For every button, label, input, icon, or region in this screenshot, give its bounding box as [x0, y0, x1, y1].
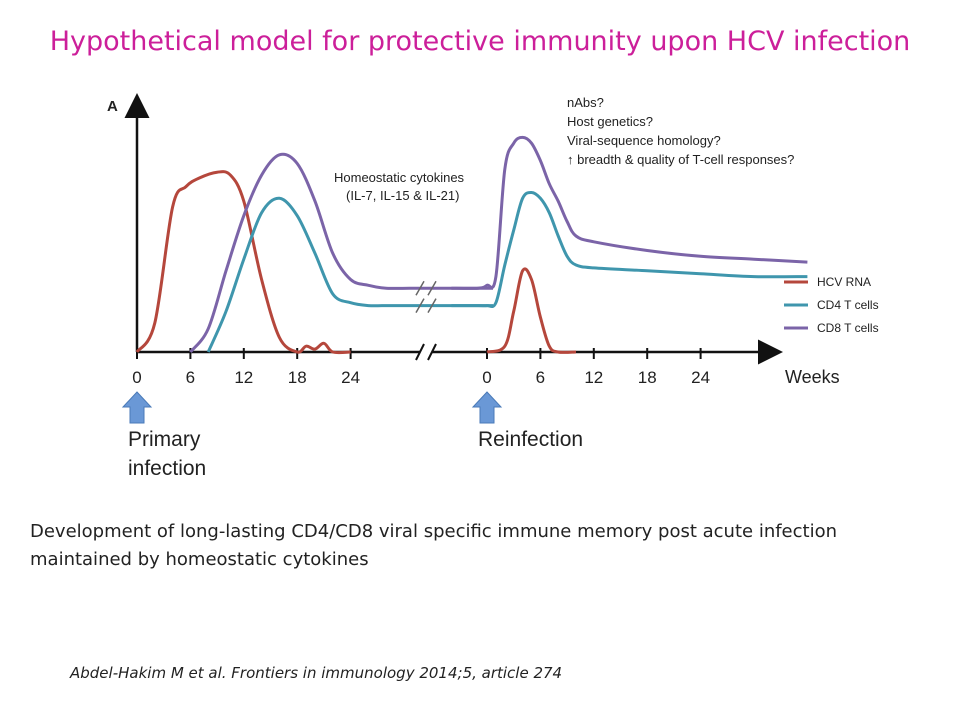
- hcv-rna-primary-line: [135, 170, 351, 355]
- legend-label: CD4 T cells: [817, 298, 879, 312]
- x-tick-label: 24: [341, 368, 360, 387]
- y-axis-label: A: [107, 98, 118, 115]
- citation: Abdel-Hakim M et al. Frontiers in immuno…: [70, 664, 563, 682]
- cd4-t-cells-reinfection-line: [451, 190, 808, 309]
- cd8-t-cells-primary-line: [189, 152, 493, 353]
- x-tick-label: 0: [482, 368, 491, 387]
- x-tick-label: 12: [234, 368, 253, 387]
- x-tick-label: 24: [691, 368, 710, 387]
- chart-labels: A 0 6 12 18 24 0 6 12 18 24 Weeks Homeostatic cytoki…: [107, 95, 879, 480]
- cd8-t-cells-reinfection-line: [451, 135, 808, 290]
- cytokines-annotation-line-1: Homeostatic cytokines: [334, 170, 465, 185]
- event-label-line-2: infection: [128, 457, 206, 480]
- question-annotation: ↑ breadth & quality of T-cell responses?: [567, 152, 794, 167]
- x-tick-label: 12: [584, 368, 603, 387]
- caption-line-2: maintained by homeostatic cytokines: [30, 549, 369, 570]
- x-tick-label: 18: [288, 368, 307, 387]
- hcv-rna-reinfection-line: [486, 267, 577, 354]
- event-label: Primary: [128, 428, 201, 451]
- cd4-t-cells-primary-line: [206, 196, 493, 353]
- question-annotation: nAbs?: [567, 95, 604, 110]
- event-label: Reinfection: [478, 428, 583, 451]
- x-tick-label: 18: [638, 368, 657, 387]
- line-break-mark: [415, 298, 437, 313]
- line-break-mark: [415, 280, 437, 296]
- x-tick-label: 6: [536, 368, 545, 387]
- caption: Development of long-lasting CD4/CD8 vira…: [30, 518, 930, 574]
- chart-curves: [135, 135, 808, 355]
- question-annotation: Host genetics?: [567, 114, 653, 129]
- slide-title: Hypothetical model for protective immuni…: [49, 26, 911, 57]
- legend-label: HCV RNA: [817, 275, 871, 289]
- legend-label: CD8 T cells: [817, 321, 879, 335]
- cytokines-annotation-line-2: (IL-7, IL-15 & IL-21): [346, 188, 459, 203]
- event-arrow-icon: [471, 391, 503, 424]
- axis-break-mark: [415, 343, 437, 361]
- event-arrow-icon: [121, 391, 153, 424]
- x-axis-title: Weeks: [785, 367, 840, 387]
- question-annotation: Viral-sequence homology?: [567, 133, 721, 148]
- x-tick-label: 6: [186, 368, 195, 387]
- x-tick-label: 0: [132, 368, 141, 387]
- caption-line-1: Development of long-lasting CD4/CD8 vira…: [30, 521, 838, 542]
